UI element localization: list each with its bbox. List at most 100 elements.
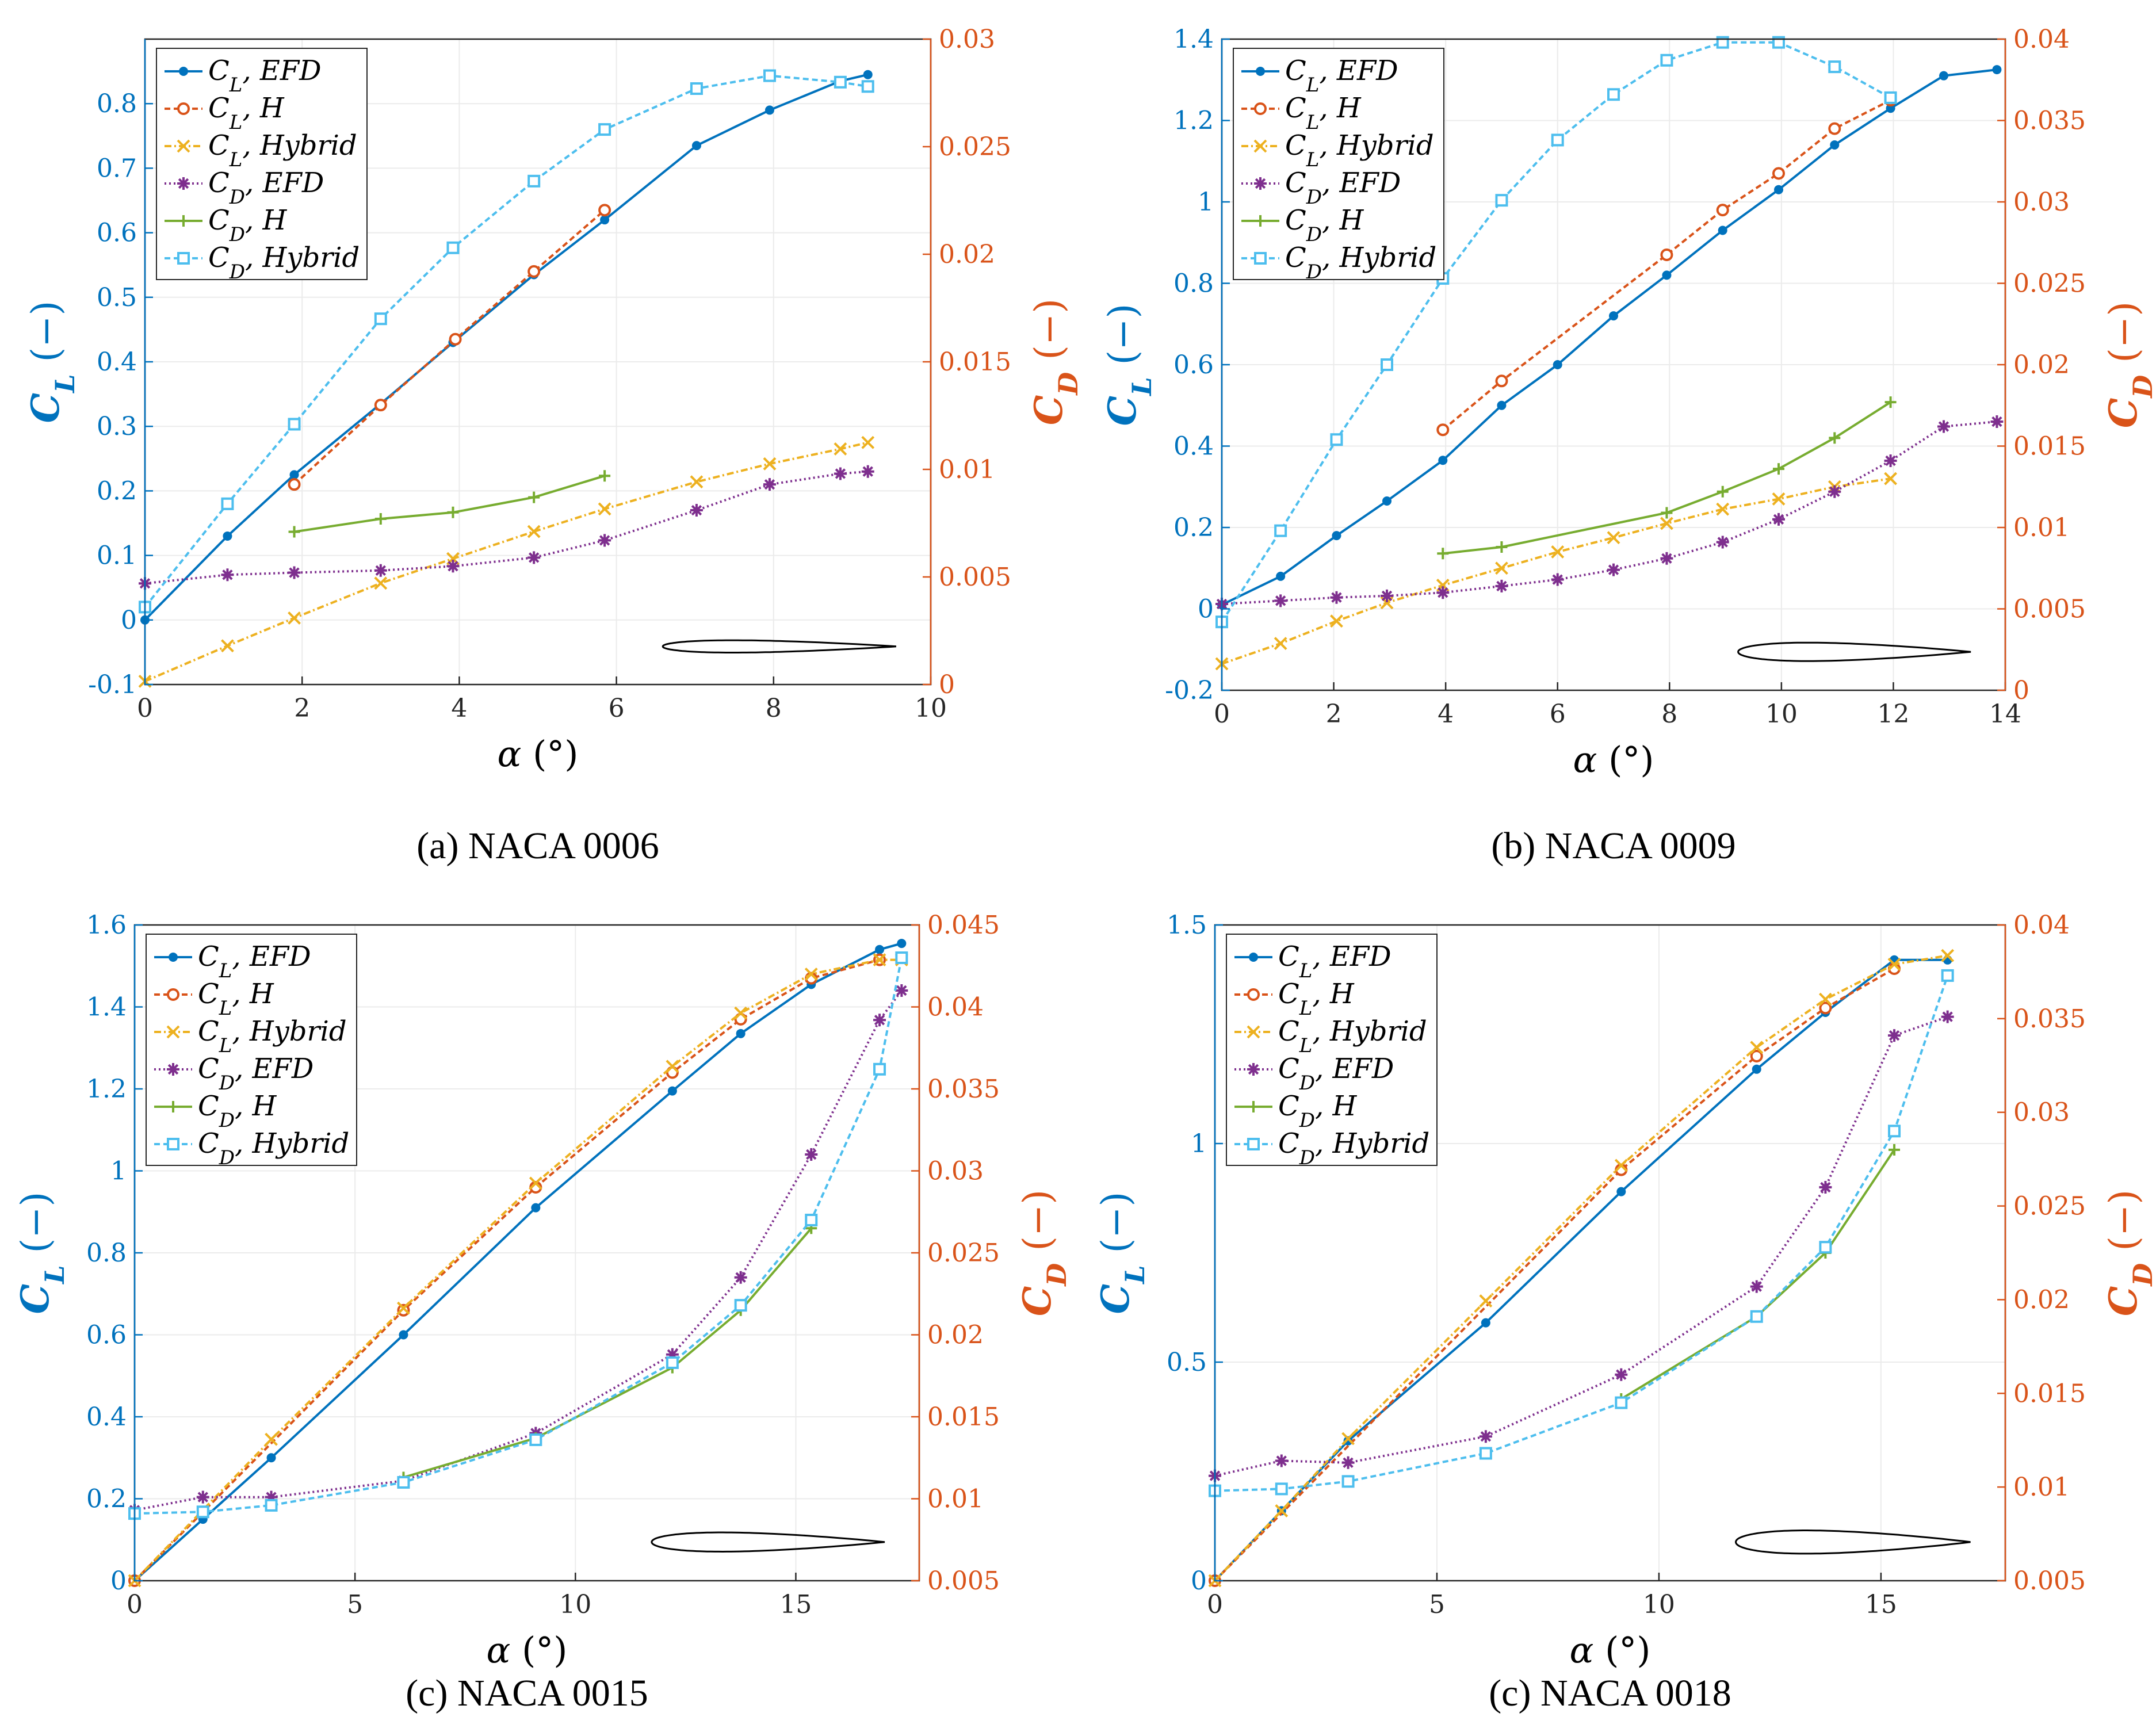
- y-right-tick-label: 0.01: [927, 1485, 984, 1514]
- data-point: [667, 1086, 677, 1096]
- legend-entry: CD, EFD: [1234, 1053, 1394, 1095]
- data-point: [1382, 496, 1392, 506]
- legend-label: CD, EFD: [1285, 167, 1401, 209]
- y-left-tick-label: 0.7: [97, 154, 137, 183]
- x-tick-label: 6: [609, 694, 625, 723]
- data-point: [1275, 1482, 1288, 1496]
- data-point: [1888, 1125, 1901, 1138]
- y-right-tick-label: 0.025: [2013, 269, 2086, 299]
- legend-entry: CD, Hybrid: [1234, 1127, 1429, 1169]
- legend-marker: [1254, 252, 1267, 265]
- legend-marker: [177, 252, 190, 265]
- data-point: [1343, 1436, 1353, 1446]
- legend-box: [1233, 48, 1444, 280]
- legend-marker: [167, 1063, 179, 1076]
- airfoil-outline: [662, 639, 896, 653]
- y-right-tick-label: 0.005: [927, 1566, 1000, 1596]
- y-left-tick-label: 0.4: [97, 347, 137, 377]
- data-point: [734, 1271, 747, 1284]
- data-point: [598, 502, 611, 516]
- legend-label: CL, H: [208, 92, 285, 134]
- legend-entry: CL, EFD: [165, 55, 322, 97]
- data-point: [1884, 454, 1897, 467]
- data-point: [599, 470, 611, 482]
- x-tick-label: 5: [1429, 1590, 1445, 1619]
- legend-marker: [1256, 67, 1265, 76]
- data-point: [1479, 1294, 1493, 1308]
- series-line: [134, 989, 903, 1512]
- legend-marker: [177, 177, 190, 190]
- legend-label: CL, Hybrid: [198, 1015, 347, 1057]
- data-point: [1380, 358, 1393, 371]
- y-left-tick-label: -0.1: [88, 670, 137, 699]
- y-left-tick-label: 0.6: [1173, 350, 1214, 380]
- data-point: [1607, 563, 1620, 576]
- x-tick-label: 10: [1765, 699, 1798, 729]
- legend-marker: [1253, 139, 1267, 153]
- legend-label: CL, Hybrid: [1278, 1015, 1427, 1057]
- data-point: [288, 526, 300, 538]
- data-point: [805, 1148, 818, 1161]
- data-point: [1750, 1280, 1763, 1293]
- data-point: [1889, 1144, 1901, 1156]
- data-point: [374, 576, 388, 590]
- x-tick-label: 10: [915, 694, 947, 723]
- y-right-tick-label: 0.04: [2013, 25, 2070, 54]
- airfoil-outline: [651, 1531, 885, 1553]
- data-point: [1614, 1159, 1628, 1172]
- data-point: [1772, 463, 1784, 475]
- y-left-tick-label: 0.2: [1173, 513, 1214, 542]
- series-CD_H: [288, 470, 611, 538]
- y-left-tick-label: 1.6: [86, 911, 127, 940]
- airfoil-outline: [1737, 641, 1971, 662]
- data-point: [1553, 360, 1562, 369]
- panel-caption: (c) NACA 0015: [406, 1672, 648, 1714]
- data-point: [1819, 1001, 1832, 1015]
- data-point: [1772, 167, 1785, 180]
- y-left-tick-label: 1: [1191, 1129, 1207, 1159]
- data-point: [1818, 992, 1832, 1006]
- data-point: [1615, 1368, 1628, 1381]
- data-point: [1438, 456, 1448, 465]
- data-point: [1660, 517, 1673, 530]
- data-point: [734, 1006, 748, 1020]
- data-point: [1437, 548, 1449, 560]
- x-tick-label: 8: [1661, 699, 1677, 729]
- legend-marker: [167, 988, 179, 1001]
- data-point: [1772, 492, 1786, 506]
- data-point: [1274, 637, 1287, 651]
- data-point: [1884, 472, 1897, 485]
- data-point: [1479, 1430, 1492, 1443]
- y-right-tick-label: 0.005: [2013, 1566, 2086, 1596]
- legend-box: [1226, 934, 1438, 1166]
- data-point: [1829, 432, 1841, 444]
- x-tick-label: 0: [1214, 699, 1230, 729]
- data-point: [1716, 502, 1730, 516]
- data-point: [1819, 1181, 1832, 1194]
- x-tick-label: 14: [1989, 699, 2021, 729]
- legend-box: [146, 934, 357, 1166]
- data-point: [1497, 400, 1507, 410]
- series-CD_Hybrid: [1215, 36, 1897, 629]
- y-right-tick-label: 0.015: [927, 1402, 1000, 1432]
- data-point: [895, 951, 908, 964]
- y-left-tick-label: 0.8: [86, 1238, 127, 1268]
- y-left-axis-label: CL (−): [1093, 1192, 1150, 1314]
- data-point: [834, 467, 847, 480]
- data-point: [374, 399, 387, 412]
- legend-marker: [1254, 102, 1267, 115]
- x-tick-label: 0: [137, 694, 153, 723]
- y-right-tick-label: 0.045: [927, 911, 1000, 940]
- data-point: [288, 418, 301, 431]
- legend-entry: CD, H: [165, 204, 288, 246]
- legend-entry: CL, H: [1241, 92, 1362, 134]
- data-point: [221, 497, 234, 510]
- data-point: [1718, 225, 1727, 235]
- x-tick-label: 12: [1877, 699, 1909, 729]
- data-point: [288, 478, 301, 491]
- y-right-tick-label: 0.02: [939, 240, 995, 269]
- data-point: [763, 457, 777, 471]
